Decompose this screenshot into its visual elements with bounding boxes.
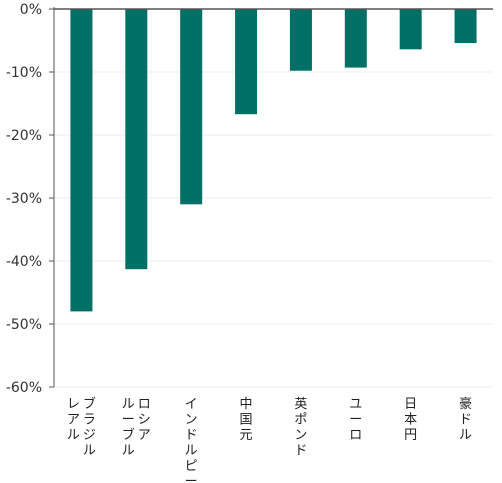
axes bbox=[49, 7, 493, 388]
bar bbox=[399, 9, 422, 50]
y-tick-label: -30% bbox=[6, 191, 42, 207]
bars bbox=[70, 9, 477, 312]
bar bbox=[180, 9, 203, 205]
category-label: 豪ドル bbox=[459, 396, 472, 443]
bar bbox=[125, 9, 148, 270]
bar bbox=[344, 9, 367, 68]
category-label: ロシア bbox=[138, 397, 151, 443]
category-label: ユーロ bbox=[349, 397, 362, 443]
y-tick-label: 0% bbox=[20, 2, 42, 18]
category-label: 英ポンド bbox=[294, 397, 307, 459]
y-tick-label: -10% bbox=[6, 65, 42, 81]
y-tick-label: -20% bbox=[6, 128, 42, 144]
category-label: インドルピー bbox=[185, 397, 198, 483]
y-tick-label: -50% bbox=[6, 317, 42, 333]
category-label: ルーブル bbox=[122, 397, 135, 459]
category-label: 中国元 bbox=[240, 397, 253, 443]
bar bbox=[454, 9, 477, 44]
y-tick-labels: 0% -10% -20% -30% -40% -50% -60% bbox=[6, 2, 42, 396]
y-tick-label: -40% bbox=[6, 254, 42, 270]
bar bbox=[235, 9, 258, 115]
y-tick-label: -60% bbox=[6, 380, 42, 396]
category-label: レアル bbox=[67, 397, 80, 443]
bar bbox=[70, 9, 93, 312]
category-label: 日本円 bbox=[404, 397, 417, 443]
bar bbox=[289, 9, 312, 71]
gridlines bbox=[54, 71, 493, 388]
category-label: ブラジル bbox=[83, 396, 96, 459]
